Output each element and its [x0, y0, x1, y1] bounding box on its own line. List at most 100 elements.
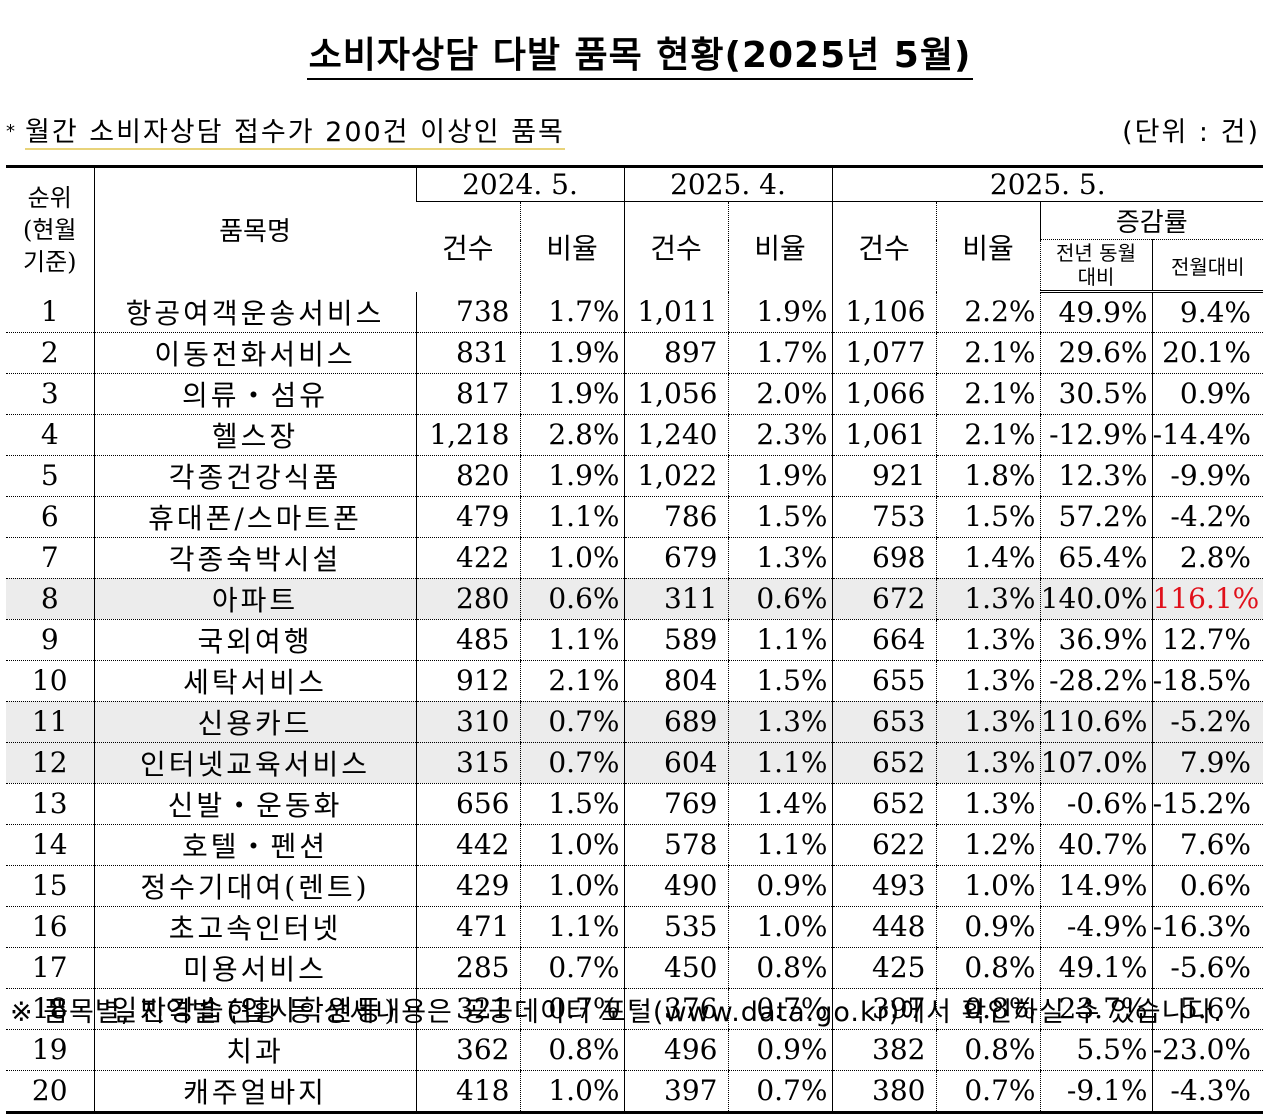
- count-2025-05: 652: [831, 783, 936, 825]
- count-2025-05: 664: [831, 619, 936, 661]
- table-row: 2 이동전화서비스 831 1.9% 897 1.7% 1,077 2.1% 29.6% 20.1…: [6, 332, 1264, 374]
- count-2024-05: 442: [415, 824, 520, 866]
- count-2025-04: 490: [623, 865, 728, 907]
- change-mom: -5.6%: [1151, 947, 1264, 989]
- change-yoy: 23.7%: [1039, 988, 1152, 1030]
- row-name: 초고속인터넷: [93, 906, 416, 948]
- table-body: 1 항공여객운송서비스 738 1.7% 1,011 1.9% 1,106 2.2% 49.9%…: [6, 291, 1264, 1114]
- change-mom: -14.4%: [1151, 414, 1264, 456]
- ratio-2024-05: 0.7%: [519, 988, 624, 1030]
- table-row: 20 캐주얼바지 418 1.0% 397 0.7% 380 0.7% -9.1% -4.3%: [6, 1070, 1264, 1114]
- ratio-2025-05: 1.3%: [935, 742, 1040, 784]
- ratio-2024-05: 1.9%: [519, 373, 624, 415]
- ratio-2025-05: 2.1%: [935, 373, 1040, 415]
- ratio-2025-05: 2.2%: [935, 291, 1040, 333]
- change-yoy: 36.9%: [1039, 619, 1152, 661]
- count-2024-05: 817: [415, 373, 520, 415]
- table-row: 8 아파트 280 0.6% 311 0.6% 672 1.3% 140.0% 116.1%: [6, 578, 1264, 620]
- row-rank: 20: [6, 1070, 94, 1114]
- count-2025-05: 382: [831, 1029, 936, 1071]
- row-rank: 11: [6, 701, 94, 743]
- change-yoy: 110.6%: [1039, 701, 1152, 743]
- ratio-2025-04: 1.0%: [727, 906, 832, 948]
- row-rank: 10: [6, 660, 94, 702]
- count-2024-05: 471: [415, 906, 520, 948]
- row-name: 각종숙박시설: [93, 537, 416, 579]
- row-name: 인터넷교육서비스: [93, 742, 416, 784]
- table-row: 18 일반강습(입시학원등) 321 0.7% 376 0.7% 397 0.8% 23.7% 5…: [6, 988, 1264, 1030]
- count-2025-05: 653: [831, 701, 936, 743]
- change-mom: -4.3%: [1151, 1070, 1264, 1114]
- count-2025-05: 622: [831, 824, 936, 866]
- header-mom: 전월대비: [1151, 239, 1264, 293]
- table-row: 17 미용서비스 285 0.7% 450 0.8% 425 0.8% 49.1% -5.6%: [6, 947, 1264, 989]
- header-count-3: 건수: [831, 201, 936, 292]
- row-name: 일반강습(입시학원등): [93, 988, 416, 1030]
- ratio-2025-04: 0.9%: [727, 865, 832, 907]
- change-yoy: 49.1%: [1039, 947, 1152, 989]
- row-name: 세탁서비스: [93, 660, 416, 702]
- row-name: 이동전화서비스: [93, 332, 416, 374]
- count-2025-04: 496: [623, 1029, 728, 1071]
- table-row: 14 호텔・펜션 442 1.0% 578 1.1% 622 1.2% 40.7% 7.6%: [6, 824, 1264, 866]
- count-2025-04: 1,022: [623, 455, 728, 497]
- count-2024-05: 422: [415, 537, 520, 579]
- row-rank: 19: [6, 1029, 94, 1071]
- complaints-table: 순위 (현월 기준) 품목명 2024. 5. 2025. 4. 2025. 5…: [6, 165, 1264, 1114]
- change-mom: -15.2%: [1151, 783, 1264, 825]
- ratio-2025-05: 2.1%: [935, 414, 1040, 456]
- header-yoy: 전년 동월대비: [1039, 239, 1152, 293]
- row-rank: 3: [6, 373, 94, 415]
- count-2024-05: 321: [415, 988, 520, 1030]
- change-mom: -16.3%: [1151, 906, 1264, 948]
- header-period-2024-05: 2024. 5.: [415, 165, 624, 202]
- count-2024-05: 429: [415, 865, 520, 907]
- ratio-2025-04: 2.0%: [727, 373, 832, 415]
- count-2025-04: 311: [623, 578, 728, 620]
- change-yoy: 65.4%: [1039, 537, 1152, 579]
- count-2024-05: 738: [415, 291, 520, 333]
- row-name: 신발・운동화: [93, 783, 416, 825]
- ratio-2025-05: 0.9%: [935, 906, 1040, 948]
- ratio-2025-04: 0.6%: [727, 578, 832, 620]
- header-change: 증감률: [1039, 201, 1264, 240]
- change-mom: 0.6%: [1151, 865, 1264, 907]
- count-2025-05: 698: [831, 537, 936, 579]
- row-name: 국외여행: [93, 619, 416, 661]
- ratio-2025-04: 2.3%: [727, 414, 832, 456]
- ratio-2025-04: 1.1%: [727, 824, 832, 866]
- count-2024-05: 479: [415, 496, 520, 538]
- ratio-2025-04: 0.7%: [727, 1070, 832, 1114]
- ratio-2025-04: 1.9%: [727, 455, 832, 497]
- ratio-2025-05: 0.8%: [935, 1029, 1040, 1071]
- count-2024-05: 280: [415, 578, 520, 620]
- count-2024-05: 831: [415, 332, 520, 374]
- table-row: 19 치과 362 0.8% 496 0.9% 382 0.8% 5.5% -23.0%: [6, 1029, 1264, 1071]
- change-mom: 9.4%: [1151, 291, 1264, 333]
- ratio-2025-05: 0.8%: [935, 988, 1040, 1030]
- row-rank: 14: [6, 824, 94, 866]
- change-mom: 5.6%: [1151, 988, 1264, 1030]
- table-row: 3 의류・섬유 817 1.9% 1,056 2.0% 1,066 2.1% 30.5% 0.9%: [6, 373, 1264, 415]
- ratio-2024-05: 0.7%: [519, 947, 624, 989]
- count-2024-05: 656: [415, 783, 520, 825]
- row-name: 의류・섬유: [93, 373, 416, 415]
- note-text: 월간 소비자상담 접수가 200건 이상인 품목: [25, 117, 565, 150]
- row-rank: 7: [6, 537, 94, 579]
- change-mom: -18.5%: [1151, 660, 1264, 702]
- ratio-2024-05: 2.8%: [519, 414, 624, 456]
- table-row: 6 휴대폰/스마트폰 479 1.1% 786 1.5% 753 1.5% 57.2% -4.2%: [6, 496, 1264, 538]
- ratio-2025-04: 1.4%: [727, 783, 832, 825]
- row-rank: 6: [6, 496, 94, 538]
- row-name: 미용서비스: [93, 947, 416, 989]
- header-yoy-text: 전년 동월대비: [1056, 241, 1136, 289]
- ratio-2024-05: 1.1%: [519, 619, 624, 661]
- count-2025-04: 589: [623, 619, 728, 661]
- ratio-2025-04: 1.3%: [727, 537, 832, 579]
- change-yoy: 30.5%: [1039, 373, 1152, 415]
- change-yoy: 140.0%: [1039, 578, 1152, 620]
- count-2025-04: 1,240: [623, 414, 728, 456]
- count-2025-04: 769: [623, 783, 728, 825]
- row-name: 아파트: [93, 578, 416, 620]
- change-yoy: -28.2%: [1039, 660, 1152, 702]
